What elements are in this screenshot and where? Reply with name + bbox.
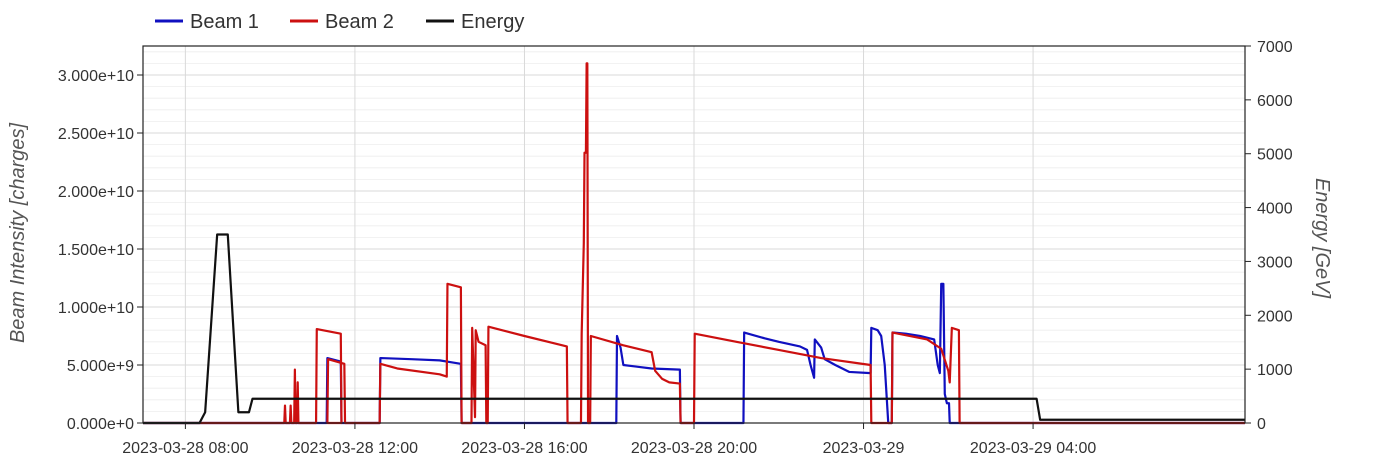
x-tick-label: 2023-03-28 08:00 (122, 440, 248, 457)
y-tick-label-right: 5000 (1257, 147, 1293, 164)
y-tick-label-right: 6000 (1257, 93, 1293, 110)
y-tick-label-left: 3.000e+10 (58, 68, 134, 85)
legend: Beam 1 Beam 2 Energy (155, 11, 524, 33)
y-tick-label-right: 7000 (1257, 39, 1293, 56)
legend-label-beam2: Beam 2 (325, 11, 394, 33)
y-tick-label-right: 0 (1257, 416, 1266, 433)
legend-label-energy: Energy (461, 11, 524, 33)
left-axis-ticks: 0.000e+0 5.000e+9 1.000e+10 1.500e+10 2.000e… (58, 68, 143, 433)
right-axis-ticks: 0 1000 2000 3000 4000 5000 6000 7000 (1245, 39, 1293, 433)
x-tick-label: 2023-03-28 12:00 (292, 440, 418, 457)
x-tick-label: 2023-03-29 04:00 (970, 440, 1096, 457)
y-tick-label-left: 0.000e+0 (67, 416, 134, 433)
y-tick-label-left: 2.000e+10 (58, 184, 134, 201)
y-tick-label-left: 2.500e+10 (58, 126, 134, 143)
x-tick-label: 2023-03-29 (823, 440, 905, 457)
y-tick-label-right: 4000 (1257, 201, 1293, 218)
y-tick-label-right: 1000 (1257, 362, 1293, 379)
x-axis-ticks: 2023-03-28 08:00 2023-03-28 12:00 2023-03-… (122, 423, 1096, 457)
x-tick-label: 2023-03-28 16:00 (461, 440, 587, 457)
series-line-energy (143, 233, 1245, 425)
y-tick-label-right: 2000 (1257, 308, 1293, 325)
y-axis-title-left: Beam Intensity [charges] (7, 123, 29, 344)
y-tick-label-left: 1.000e+10 (58, 300, 134, 317)
y-axis-title-right: Energy [GeV] (1311, 178, 1333, 299)
legend-label-beam1: Beam 1 (190, 11, 259, 33)
y-tick-label-right: 3000 (1257, 254, 1293, 271)
y-tick-label-left: 5.000e+9 (67, 358, 134, 375)
y-tick-label-left: 1.500e+10 (58, 242, 134, 259)
x-tick-label: 2023-03-28 20:00 (631, 440, 757, 457)
